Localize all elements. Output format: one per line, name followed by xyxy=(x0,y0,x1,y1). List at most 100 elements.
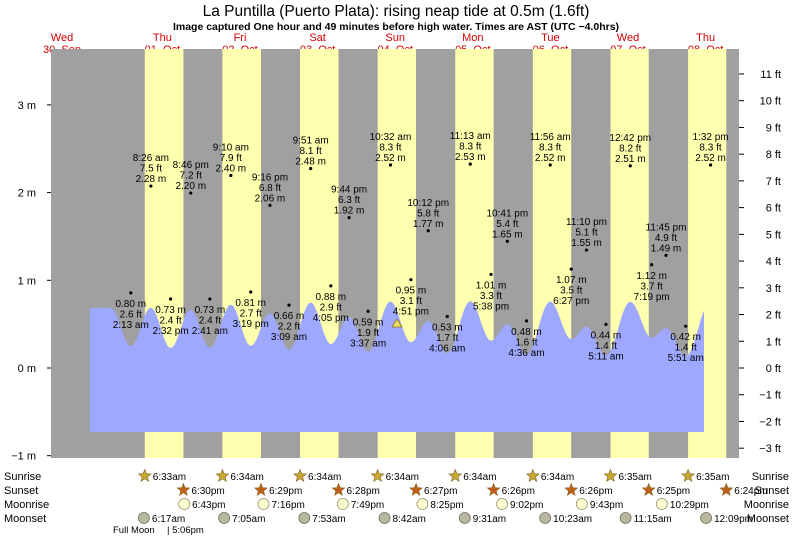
sunset-time: 6:30pm xyxy=(191,486,224,497)
current-tide-marker xyxy=(391,318,403,328)
tide-extreme-label: 1.92 m xyxy=(334,206,365,217)
tide-extreme-label: 8.3 ft xyxy=(379,142,401,153)
row-label-right: Sunset xyxy=(755,485,789,497)
tide-extreme-label: 9:51 am xyxy=(293,136,329,147)
tide-extreme-label: 7.2 ft xyxy=(180,171,202,182)
tide-extreme-label: 0.73 m xyxy=(195,305,226,316)
tide-extreme-label: 11:10 pm xyxy=(566,217,607,228)
moonset-time: 11:15am xyxy=(634,514,672,525)
tide-extreme-label: 11:13 am xyxy=(450,131,491,142)
tide-extreme-label: 8.1 ft xyxy=(300,146,322,157)
y-right-tick-label: 1 ft xyxy=(766,336,781,348)
row-label-left: Moonset xyxy=(4,513,46,525)
tide-extreme-label: 7:19 pm xyxy=(634,292,670,303)
tide-extreme-dot xyxy=(505,239,509,243)
tide-extreme-label: 4.9 ft xyxy=(655,233,677,244)
tide-extreme-label: 2.2 ft xyxy=(278,322,300,333)
tide-extreme-label: 8:26 am xyxy=(133,153,169,164)
day-header-dow: Tue xyxy=(541,32,560,44)
moonrise-time: 6:43pm xyxy=(192,500,225,511)
sunset-time: 6:26pm xyxy=(579,486,612,497)
tide-extreme-label: 9:16 pm xyxy=(252,172,288,183)
tide-extreme-label: 1.49 m xyxy=(651,243,682,254)
sunset-icon xyxy=(254,482,268,496)
tide-extreme-label: 7.5 ft xyxy=(140,164,162,175)
tide-extreme-label: 10:41 pm xyxy=(486,208,528,219)
y-right-tick-label: −3 ft xyxy=(759,443,781,455)
tide-extreme-label: 2.20 m xyxy=(175,181,206,192)
y-right-tick-label: −1 ft xyxy=(759,390,781,402)
sunset-time: 6:27pm xyxy=(424,486,457,497)
moonset-icon xyxy=(700,512,712,524)
row-label-right: Moonset xyxy=(747,513,789,525)
tide-extreme-label: 1.7 ft xyxy=(436,333,458,344)
tide-extreme-label: 4:05 pm xyxy=(313,313,349,324)
row-label-right: Moonrise xyxy=(744,499,789,511)
tide-extreme-label: 2.9 ft xyxy=(320,302,342,313)
moonset-icon xyxy=(378,512,391,524)
tide-extreme-label: 2.4 ft xyxy=(159,315,181,326)
tide-extreme-label: 3.1 ft xyxy=(400,296,422,307)
tide-extreme-label: 1.9 ft xyxy=(357,328,379,339)
tide-extreme-label: 0.48 m xyxy=(511,327,542,338)
sunrise-time: 6:33am xyxy=(153,472,186,483)
moon-phase-label: Full Moon xyxy=(113,525,155,536)
moonrise-icon xyxy=(257,498,270,510)
tide-extreme-dot xyxy=(189,191,193,195)
tide-extreme-label: 8.3 ft xyxy=(699,142,721,153)
tide-extreme-label: 5.8 ft xyxy=(417,208,439,219)
sunset-icon xyxy=(564,482,579,496)
row-label-left: Sunset xyxy=(4,485,38,497)
tide-extreme-label: 10:12 pm xyxy=(407,198,449,209)
tide-extreme-label: 2.53 m xyxy=(455,152,486,163)
tide-extreme-label: 7.9 ft xyxy=(220,153,242,164)
tide-extreme-label: 8.3 ft xyxy=(539,142,561,153)
y-right-tick-label: 10 ft xyxy=(760,96,781,108)
sun-moon-table: Sunrise Sunrise Sunset Sunset Moonrise Moonri… xyxy=(4,468,789,536)
tide-extreme-dot xyxy=(569,267,573,271)
tide-extreme-label: 1:32 pm xyxy=(692,132,728,143)
tide-extreme-label: 1.65 m xyxy=(492,229,523,240)
tide-extreme-label: 1.01 m xyxy=(476,280,507,291)
tide-extreme-dot xyxy=(604,322,608,327)
tide-extreme-dot xyxy=(249,290,253,294)
y-right-tick-label: 11 ft xyxy=(760,69,781,81)
moonset-icon xyxy=(458,512,471,524)
tide-extreme-dot xyxy=(489,272,493,277)
y-left-tick-label: 2 m xyxy=(18,188,36,200)
tide-extreme-label: 0.44 m xyxy=(591,330,622,341)
tide-extreme-label: 2.40 m xyxy=(216,164,247,175)
tide-extreme-label: 2.52 m xyxy=(695,153,726,164)
day-header-dow: Wed xyxy=(51,32,73,44)
tide-extreme-label: 0.53 m xyxy=(432,323,463,334)
tide-extreme-label: 2:13 am xyxy=(113,320,149,331)
tide-extreme-label: 3.3 ft xyxy=(480,291,502,302)
sunset-icon xyxy=(331,482,346,496)
tide-extreme-label: 8.3 ft xyxy=(459,142,481,153)
sunrise-icon xyxy=(681,468,696,482)
tide-extreme-label: 2.6 ft xyxy=(120,309,142,320)
y-right-tick-label: 9 ft xyxy=(766,122,781,134)
moonrise-icon xyxy=(575,498,588,510)
sunset-time: 6:29pm xyxy=(269,486,302,497)
day-header-dow: Wed xyxy=(617,32,639,44)
tide-water-area xyxy=(90,301,704,432)
sunrise-icon xyxy=(137,468,152,482)
tide-extreme-label: 9:10 am xyxy=(213,143,249,154)
moonset-time: 6:17am xyxy=(152,514,185,525)
moonrise-icon xyxy=(336,498,349,510)
tide-extreme-label: 11:45 pm xyxy=(646,222,687,233)
sunrise-time: 6:35am xyxy=(696,472,729,483)
moonrise-time: 7:49pm xyxy=(351,500,384,511)
tide-extreme-label: 2.48 m xyxy=(295,157,326,168)
chart-subtitle: Image captured One hour and 49 minutes b… xyxy=(173,21,619,33)
day-header-dow: Sat xyxy=(309,32,326,44)
tide-extreme-label: 2.7 ft xyxy=(240,308,262,319)
day-header-dow: Fri xyxy=(234,32,247,44)
tide-extreme-label: 1.4 ft xyxy=(675,343,697,354)
row-label-right: Sunrise xyxy=(752,471,789,483)
tide-extreme-dot xyxy=(309,166,313,171)
day-header-dow: Sun xyxy=(385,32,405,44)
tide-extreme-label: 2.06 m xyxy=(255,193,286,204)
